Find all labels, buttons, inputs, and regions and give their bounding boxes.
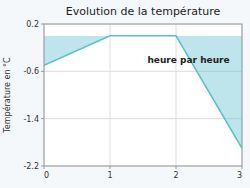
- tick-mark: [41, 71, 44, 72]
- area: [44, 36, 242, 148]
- tick-mark: [41, 24, 44, 25]
- data-group: [44, 36, 242, 148]
- area-group: [44, 36, 242, 148]
- line: [44, 36, 242, 148]
- y-axis-label: Température en °C: [2, 57, 12, 134]
- tick-label: -1.4: [23, 115, 39, 124]
- grid-line: [176, 24, 177, 166]
- tick-label: 0.2: [26, 20, 39, 29]
- tick-mark: [110, 166, 111, 169]
- plot-frame: [44, 24, 242, 166]
- title: Evolution de la température: [66, 5, 221, 18]
- plot-background: [44, 24, 242, 166]
- grid: [44, 24, 242, 166]
- tick-label: -0.6: [23, 67, 39, 76]
- tick-mark: [242, 166, 243, 169]
- tick-mark: [44, 166, 45, 169]
- chart-container: 0.2 -0.6 -1.4 -2.2 0 1 2 3 Evolution de la tempé…: [0, 0, 250, 188]
- tick-mark: [41, 118, 44, 119]
- tick-label: -2.2: [23, 162, 39, 171]
- tick-label: 1: [107, 171, 112, 180]
- grid-line: [110, 24, 111, 166]
- tick-mark: [176, 166, 177, 169]
- grid-line: [44, 118, 242, 119]
- chart-svg: 0.2 -0.6 -1.4 -2.2 0 1 2 3 Evolution de la tempé…: [0, 0, 250, 188]
- tick-label: 2: [173, 171, 178, 180]
- x-axis-label: heure par heure: [147, 55, 229, 65]
- tick-label: 0: [44, 171, 49, 180]
- tick-label: 3: [237, 171, 242, 180]
